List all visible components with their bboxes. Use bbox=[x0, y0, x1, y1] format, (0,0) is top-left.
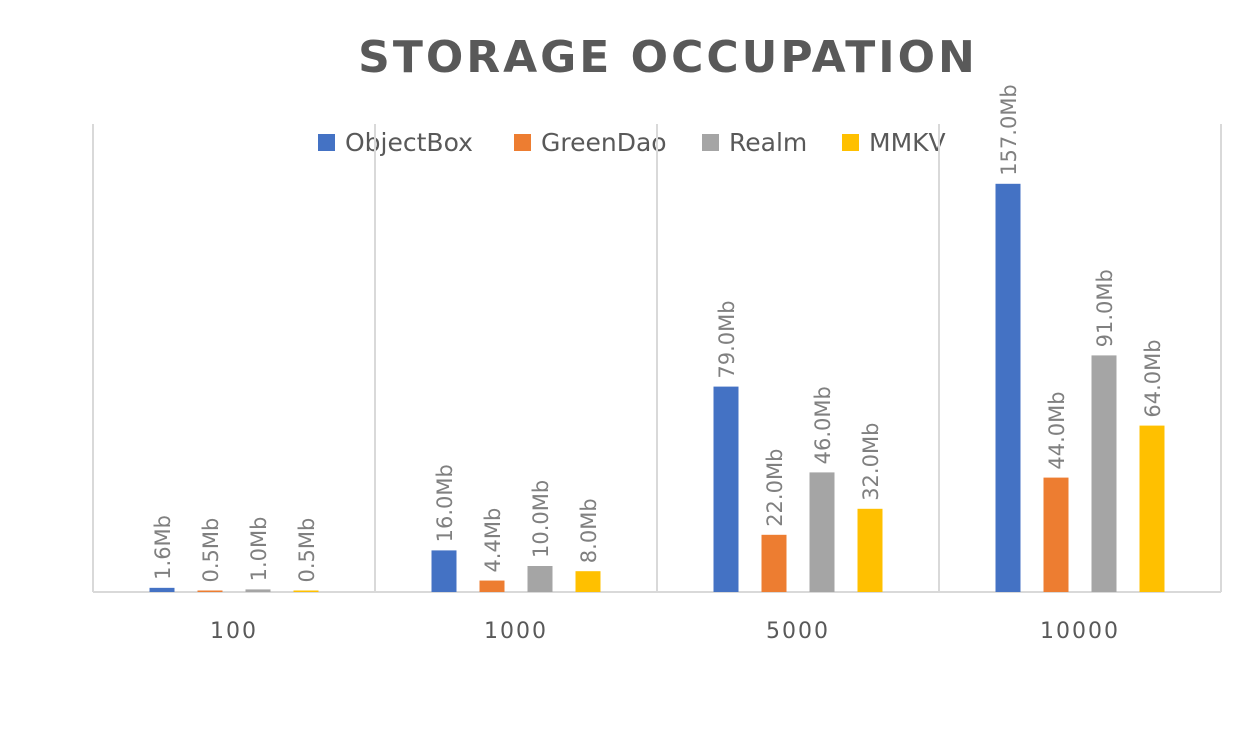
data-label: 1.6Mb bbox=[151, 515, 175, 580]
x-tick-label: 5000 bbox=[766, 619, 830, 644]
data-label: 4.4Mb bbox=[481, 508, 505, 573]
bar bbox=[293, 590, 319, 592]
bar bbox=[1139, 425, 1165, 592]
legend-label: MMKV bbox=[869, 128, 946, 157]
data-label: 91.0Mb bbox=[1093, 269, 1117, 347]
bar bbox=[245, 589, 271, 592]
x-tick-label: 10000 bbox=[1040, 619, 1120, 644]
data-label: 32.0Mb bbox=[859, 423, 883, 501]
x-tick-label: 1000 bbox=[484, 619, 548, 644]
legend-label: GreenDao bbox=[541, 128, 667, 157]
bar bbox=[197, 590, 223, 592]
bar bbox=[149, 587, 175, 592]
legend-swatch bbox=[842, 134, 859, 151]
data-label: 16.0Mb bbox=[433, 464, 457, 542]
bar bbox=[713, 386, 739, 592]
bar bbox=[575, 571, 601, 592]
data-label: 44.0Mb bbox=[1045, 391, 1069, 469]
chart-title: STORAGE OCCUPATION bbox=[358, 32, 978, 83]
data-label: 22.0Mb bbox=[763, 449, 787, 527]
data-label: 79.0Mb bbox=[715, 300, 739, 378]
bar bbox=[1091, 355, 1117, 592]
bar bbox=[1043, 477, 1069, 592]
data-label: 8.0Mb bbox=[577, 498, 601, 563]
data-label: 64.0Mb bbox=[1141, 339, 1165, 417]
x-tick-label: 100 bbox=[210, 619, 258, 644]
chart-data-labels: 1.6Mb 0.5Mb 1.0Mb 0.5Mb 16.0Mb 4.4Mb 10.0Mb 8.0… bbox=[151, 84, 1165, 582]
legend-label: ObjectBox bbox=[345, 128, 473, 157]
chart-bars bbox=[149, 183, 1165, 593]
legend-swatch bbox=[514, 134, 531, 151]
legend-label: Realm bbox=[729, 128, 807, 157]
bar bbox=[479, 580, 505, 592]
chart-gridlines bbox=[92, 124, 1222, 593]
bar bbox=[995, 183, 1021, 593]
bar bbox=[761, 534, 787, 592]
bar bbox=[857, 508, 883, 592]
data-label: 0.5Mb bbox=[199, 518, 223, 583]
data-label: 1.0Mb bbox=[247, 517, 271, 582]
legend-swatch bbox=[702, 134, 719, 151]
chart-legend: ObjectBox GreenDao Realm MMKV bbox=[318, 128, 946, 157]
bar bbox=[809, 472, 835, 592]
bar bbox=[527, 566, 553, 592]
data-label: 10.0Mb bbox=[529, 480, 553, 558]
data-label: 46.0Mb bbox=[811, 386, 835, 464]
data-label: 157.0Mb bbox=[997, 84, 1021, 176]
bar bbox=[431, 550, 457, 592]
legend-swatch bbox=[318, 134, 335, 151]
data-label: 0.5Mb bbox=[295, 518, 319, 583]
x-axis-tick-labels: 100 1000 5000 10000 bbox=[210, 619, 1120, 644]
